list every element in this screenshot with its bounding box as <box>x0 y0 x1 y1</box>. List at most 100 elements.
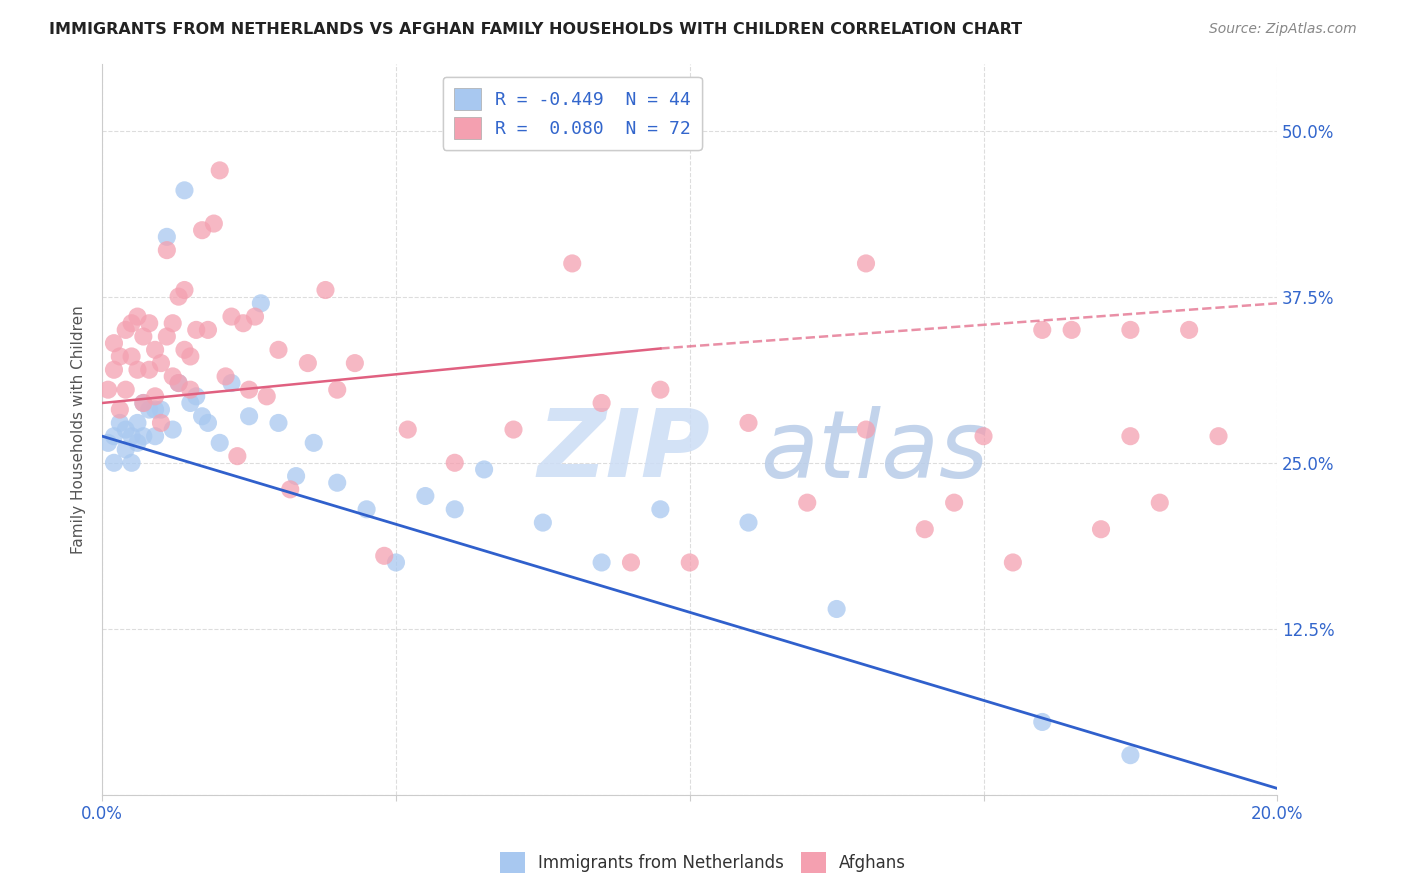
Point <box>108 402 131 417</box>
Point <box>855 423 877 437</box>
Point <box>855 256 877 270</box>
Point <box>250 296 273 310</box>
Point <box>796 496 818 510</box>
Point <box>278 483 301 497</box>
Point <box>156 230 179 244</box>
Point <box>650 502 672 516</box>
Point <box>620 556 643 570</box>
Point <box>356 502 378 516</box>
Point <box>221 376 243 390</box>
Point <box>132 396 155 410</box>
Point <box>167 376 190 390</box>
Point <box>132 429 155 443</box>
Point <box>173 283 195 297</box>
Point <box>132 329 155 343</box>
Point <box>114 323 136 337</box>
Point <box>179 396 201 410</box>
Point <box>679 556 702 570</box>
Point <box>202 217 225 231</box>
Point <box>97 435 120 450</box>
Point <box>121 316 143 330</box>
Point <box>737 416 759 430</box>
Point <box>143 429 166 443</box>
Point <box>162 316 184 330</box>
Point <box>531 516 554 530</box>
Point <box>114 423 136 437</box>
Point <box>1090 522 1112 536</box>
Legend: R = -0.449  N = 44, R =  0.080  N = 72: R = -0.449 N = 44, R = 0.080 N = 72 <box>443 77 702 150</box>
Point <box>943 496 966 510</box>
Point <box>197 323 219 337</box>
Point <box>472 462 495 476</box>
Point <box>302 435 325 450</box>
Point <box>238 409 260 424</box>
Point <box>825 602 848 616</box>
Point <box>143 402 166 417</box>
Point <box>127 310 149 324</box>
Point <box>162 423 184 437</box>
Point <box>103 429 125 443</box>
Point <box>285 469 308 483</box>
Point <box>186 389 208 403</box>
Point <box>143 343 166 357</box>
Point <box>138 402 160 417</box>
Point <box>121 429 143 443</box>
Text: Source: ZipAtlas.com: Source: ZipAtlas.com <box>1209 22 1357 37</box>
Point <box>650 383 672 397</box>
Point <box>415 489 437 503</box>
Point <box>191 409 214 424</box>
Point <box>127 416 149 430</box>
Point <box>173 183 195 197</box>
Point <box>1001 556 1024 570</box>
Point <box>156 243 179 257</box>
Point <box>591 396 613 410</box>
Point <box>132 396 155 410</box>
Point <box>443 456 465 470</box>
Point <box>197 416 219 430</box>
Point <box>138 363 160 377</box>
Point <box>208 435 231 450</box>
Point <box>214 369 236 384</box>
Text: atlas: atlas <box>761 406 988 497</box>
Point <box>108 350 131 364</box>
Point <box>914 522 936 536</box>
Point <box>326 383 349 397</box>
Point <box>1119 748 1142 763</box>
Point <box>1119 323 1142 337</box>
Text: ZIP: ZIP <box>537 406 710 498</box>
Point <box>267 416 290 430</box>
Point <box>373 549 395 563</box>
Point <box>208 163 231 178</box>
Point <box>103 336 125 351</box>
Point <box>1031 323 1053 337</box>
Point <box>256 389 278 403</box>
Point <box>121 350 143 364</box>
Point <box>143 389 166 403</box>
Point <box>591 556 613 570</box>
Legend: Immigrants from Netherlands, Afghans: Immigrants from Netherlands, Afghans <box>494 846 912 880</box>
Point <box>297 356 319 370</box>
Point <box>1060 323 1083 337</box>
Point <box>138 316 160 330</box>
Point <box>1208 429 1230 443</box>
Point <box>108 416 131 430</box>
Point <box>162 369 184 384</box>
Point <box>314 283 336 297</box>
Point <box>97 383 120 397</box>
Point <box>179 383 201 397</box>
Point <box>149 402 172 417</box>
Point <box>186 323 208 337</box>
Point <box>127 435 149 450</box>
Point <box>167 376 190 390</box>
Point <box>149 416 172 430</box>
Point <box>156 329 179 343</box>
Point <box>121 456 143 470</box>
Point <box>343 356 366 370</box>
Point <box>167 290 190 304</box>
Point <box>267 343 290 357</box>
Point <box>243 310 266 324</box>
Point <box>385 556 408 570</box>
Point <box>443 502 465 516</box>
Point <box>973 429 995 443</box>
Point <box>149 356 172 370</box>
